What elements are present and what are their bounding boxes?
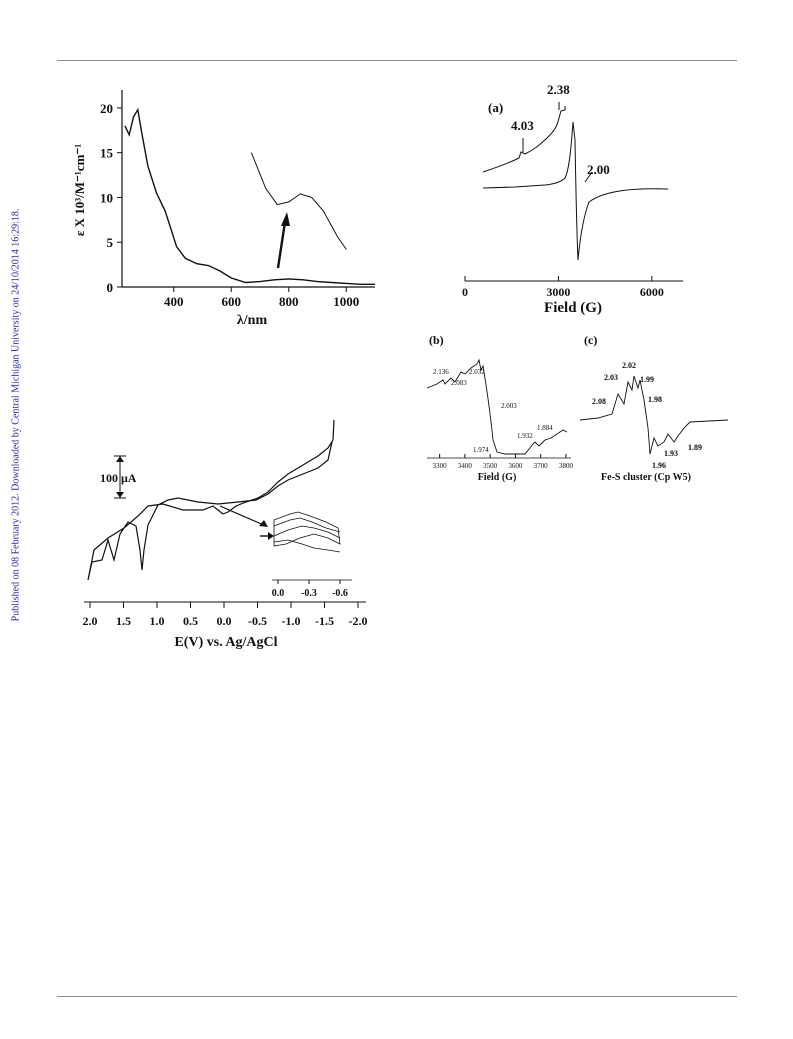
uv-x-tick-label: 400 xyxy=(164,294,184,309)
uv-y-tick-label: 20 xyxy=(100,101,113,116)
uv-y-tick-label: 5 xyxy=(107,235,114,250)
epr-c-g193: 1.93 xyxy=(664,449,678,458)
uv-y-label: ε X 10³/M⁻¹cm⁻¹ xyxy=(72,144,87,236)
cv-x-tick-label: -0.5 xyxy=(248,614,267,628)
epr-c-g196: 1.96 xyxy=(652,461,666,470)
epr-c-g203: 2.03 xyxy=(604,373,618,382)
cv-x-label: E(V) vs. Ag/AgCl xyxy=(174,635,277,650)
epr-c-trace xyxy=(579,375,729,455)
cv-x-tick-label: 0.0 xyxy=(217,614,232,628)
epr-b-panel-label: (b) xyxy=(429,333,444,347)
epr-a-x-tick-label: 6000 xyxy=(640,285,664,299)
cv-x-tick-label: 2.0 xyxy=(83,614,98,628)
cv-x-tick-label: 1.5 xyxy=(116,614,131,628)
cv-return-trace xyxy=(87,441,333,581)
epr-panel-a: (a) 2.38 4.03 2.00 0 3000 6000 Field (G) xyxy=(462,82,683,316)
epr-b-g2136: 2.136 xyxy=(433,368,449,376)
uv-spectrum-line xyxy=(124,107,375,285)
cv-x-tick-label: -1.5 xyxy=(315,614,334,628)
cv-inset xyxy=(219,505,352,581)
header-rule xyxy=(57,60,737,61)
cv-inset-tick-label: -0.6 xyxy=(332,588,348,599)
uv-y-tick-label: 0 xyxy=(107,280,114,295)
uv-x-tick-label: 800 xyxy=(279,294,299,309)
footer-rule xyxy=(57,996,737,997)
epr-b-x-tick-label: 3600 xyxy=(508,462,522,470)
uv-axes xyxy=(121,90,375,288)
cv-scale-label: 100 μA xyxy=(100,471,137,485)
publication-sidebar: Published on 08 February 2012. Downloade… xyxy=(5,185,27,645)
epr-b-x-tick-label: 3500 xyxy=(483,462,498,470)
epr-c-panel-label: (c) xyxy=(584,333,597,347)
cv-scale-bar xyxy=(114,455,126,499)
epr-a-x-tick-label: 3000 xyxy=(546,285,570,299)
cv-x-tick-label: 0.5 xyxy=(183,614,198,628)
cv-inset-tick-label: 0.0 xyxy=(272,588,285,599)
epr-a-g403: 4.03 xyxy=(511,118,534,133)
epr-a-x-label: Field (G) xyxy=(544,300,602,316)
uv-x-tick-label: 600 xyxy=(222,294,242,309)
epr-b-g2003: 2.003 xyxy=(501,402,517,410)
cv-forward-trace xyxy=(222,419,335,515)
epr-a-lower-trace xyxy=(482,121,669,261)
cv-chart: 100 μA 0.0 -0.3 -0.6 2.0 1.5 1.0 0.5 0.0 -0.5 -1… xyxy=(83,419,368,650)
uv-y-tick-label: 10 xyxy=(100,190,113,205)
uv-inset-line xyxy=(250,152,347,250)
cv-x-tick-label: -1.0 xyxy=(282,614,301,628)
epr-c-g189: 1.89 xyxy=(688,443,702,452)
epr-a-panel-label: (a) xyxy=(488,100,503,115)
epr-b-x-tick-label: 3700 xyxy=(534,462,549,470)
cv-x-tick-label: -2.0 xyxy=(349,614,368,628)
epr-c-g198: 1.98 xyxy=(648,395,662,404)
epr-panel-b: (b) 2.136 2.083 2.032 2.003 1.974 1.932 … xyxy=(426,333,574,483)
uv-x-tick-label: 1000 xyxy=(333,294,359,309)
epr-c-g208: 2.08 xyxy=(592,397,606,406)
epr-c-caption: Fe-S cluster (Cp W5) xyxy=(601,472,691,483)
epr-a-g238: 2.38 xyxy=(547,82,570,97)
epr-b-g1974: 1.974 xyxy=(473,446,489,454)
uv-arrow xyxy=(276,212,290,269)
epr-b-x-tick-label: 3400 xyxy=(458,462,473,470)
epr-a-upper-trace xyxy=(482,106,566,173)
publication-note: Published on 08 February 2012. Downloade… xyxy=(10,208,22,622)
epr-b-g1884: 1.884 xyxy=(537,424,553,432)
epr-b-x-tick-label: 3800 xyxy=(559,462,574,470)
epr-a-x-tick-label: 0 xyxy=(462,285,468,299)
uv-y-tick-label: 15 xyxy=(100,146,114,161)
epr-c-g202: 2.02 xyxy=(622,361,636,370)
cv-x-tick-label: 1.0 xyxy=(150,614,165,628)
uv-x-label: λ/nm xyxy=(237,313,268,328)
epr-c-g199: 1.99 xyxy=(640,375,654,384)
epr-b-g1932: 1.932 xyxy=(517,432,533,440)
epr-panel-c: (c) 2.02 2.03 1.99 1.98 2.08 1.93 1.89 1… xyxy=(579,333,729,483)
epr-b-x-label: Field (G) xyxy=(478,472,517,483)
epr-a-g200: 2.00 xyxy=(587,162,610,177)
epr-b-trace xyxy=(426,358,568,455)
epr-b-g2032: 2.032 xyxy=(469,368,485,376)
epr-b-g2083: 2.083 xyxy=(451,379,467,387)
uv-vis-chart: 400 600 800 1000 0 5 10 15 20 λ/nm ε X 10³/M⁻¹cm… xyxy=(72,90,375,328)
cv-inset-tick-label: -0.3 xyxy=(301,588,317,599)
epr-b-x-tick-label: 3300 xyxy=(433,462,448,470)
